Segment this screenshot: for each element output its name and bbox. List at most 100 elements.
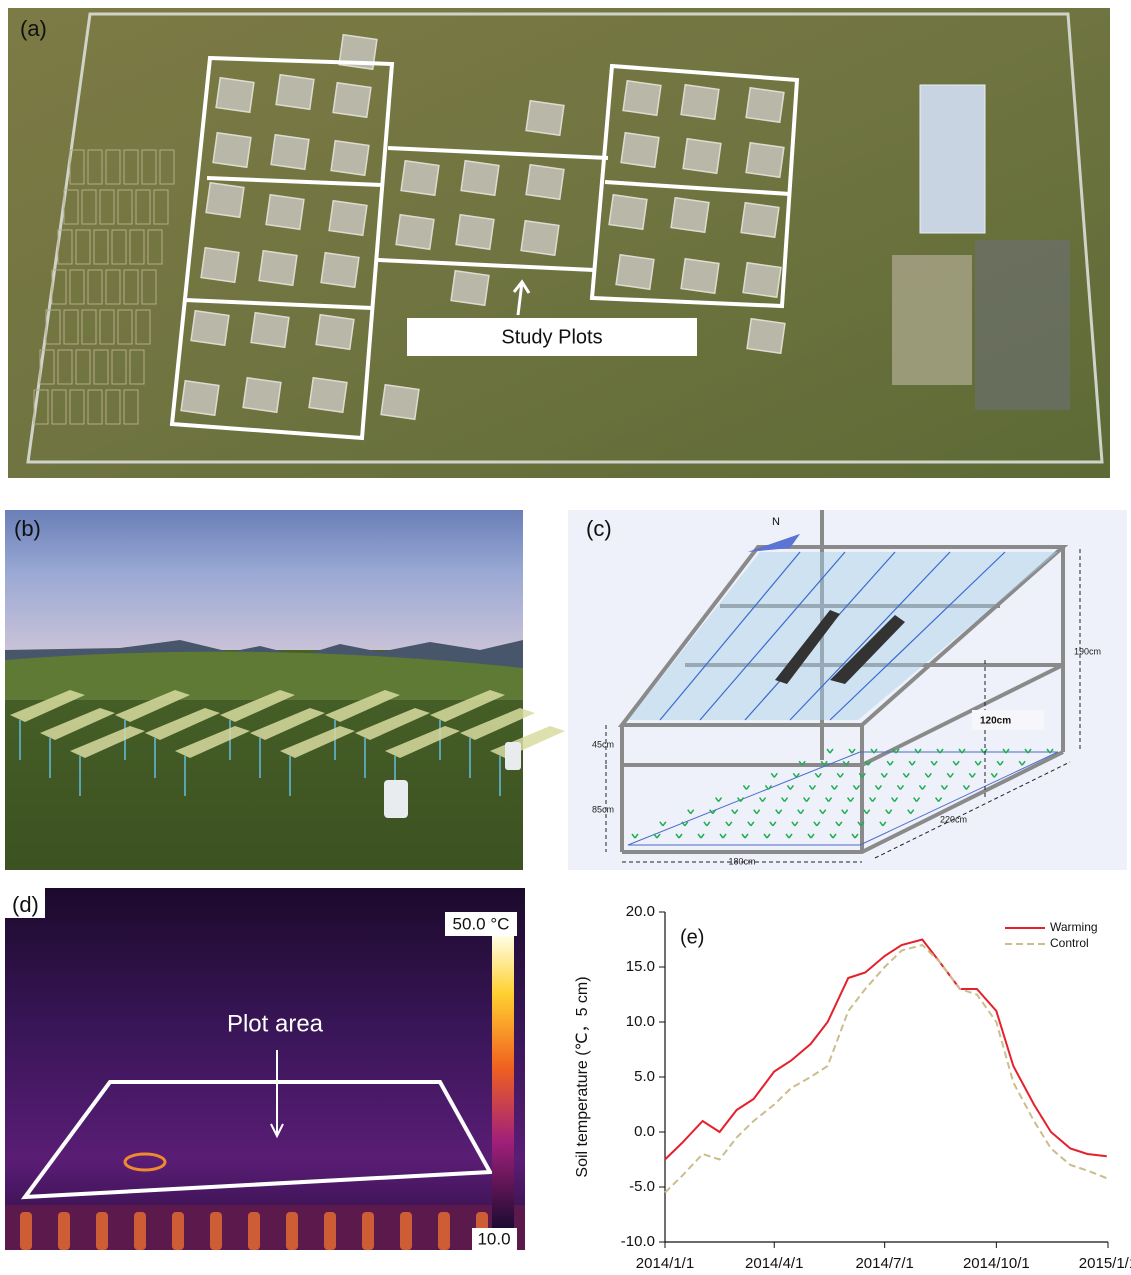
- plot: [621, 133, 659, 167]
- panel-b: (b): [5, 510, 565, 870]
- plot: [683, 139, 721, 173]
- plot: [206, 183, 244, 217]
- dimension: 220cm: [940, 814, 967, 824]
- dimension: 45cm: [592, 739, 614, 749]
- container: [384, 780, 408, 818]
- plot: [526, 101, 564, 135]
- container: [505, 742, 521, 770]
- heater: [210, 1212, 222, 1250]
- scale-max: 50.0 °C: [453, 914, 510, 933]
- plot: [671, 198, 709, 232]
- x-tick-label: 2014/7/1: [855, 1255, 913, 1272]
- heater: [58, 1212, 70, 1250]
- plot: [521, 221, 559, 255]
- plot: [259, 251, 297, 285]
- plot: [251, 313, 289, 347]
- plot: [309, 378, 347, 412]
- panel-c: N 190cm 120cm 45cm 85cm 220cm 180cm (c): [568, 510, 1127, 870]
- plot: [213, 133, 251, 167]
- panel-label: (e): [680, 926, 704, 948]
- plot: [609, 195, 647, 229]
- x-tick-label: 2014/4/1: [745, 1255, 803, 1272]
- plot: [456, 215, 494, 249]
- y-tick-label: 20.0: [626, 903, 655, 920]
- plot: [741, 203, 779, 237]
- panel-label: (b): [14, 516, 41, 541]
- plot: [329, 201, 367, 235]
- panel-label: (d): [12, 892, 39, 917]
- series-line: [665, 945, 1107, 1193]
- heater: [362, 1212, 374, 1250]
- plot: [276, 75, 314, 109]
- annotation: Plot area: [227, 1010, 324, 1037]
- series-line: [665, 940, 1107, 1160]
- heater: [400, 1212, 412, 1250]
- plot: [746, 143, 784, 177]
- plot: [216, 78, 254, 112]
- plot: [681, 85, 719, 119]
- colorbar: [492, 935, 514, 1230]
- heater: [20, 1212, 32, 1250]
- heater: [324, 1212, 336, 1250]
- plot: [451, 271, 489, 305]
- figure: Study Plots (a) (b) N 190cm 120cm 45cm 8…: [0, 0, 1131, 1275]
- plot: [526, 165, 564, 199]
- scale-min: 10.0: [477, 1229, 510, 1248]
- side-plots: [892, 255, 972, 385]
- plot: [747, 319, 785, 353]
- north-label: N: [772, 516, 780, 528]
- plot: [333, 83, 371, 117]
- plot: [743, 263, 781, 297]
- panel-e: (e) Soil temperature (℃，5 cm) -10.0 -5.0 0…: [574, 903, 1131, 1272]
- heater: [438, 1212, 450, 1250]
- plot: [266, 195, 304, 229]
- greenhouse: [920, 85, 985, 233]
- plot: [461, 161, 499, 195]
- panel-label: (a): [20, 16, 47, 41]
- axis: [665, 912, 1108, 1242]
- x-tick-label: 2014/1/1: [636, 1255, 694, 1272]
- dimension: 180cm: [728, 856, 755, 866]
- y-tick-label: 15.0: [626, 958, 655, 975]
- dimension: 120cm: [980, 716, 1011, 727]
- x-tick-label: 2015/1/1: [1079, 1255, 1131, 1272]
- x-tick-label: 2014/10/1: [963, 1255, 1030, 1272]
- annotation: Study Plots: [501, 326, 602, 348]
- side-plots: [975, 240, 1070, 410]
- y-tick-label: 0.0: [634, 1123, 655, 1140]
- dimension: 190cm: [1074, 646, 1101, 656]
- y-axis-title: Soil temperature (℃，5 cm): [574, 976, 591, 1177]
- plot: [616, 255, 654, 289]
- plot: [243, 378, 281, 412]
- page: Study Plots (a) (b) N 190cm 120cm 45cm 8…: [0, 0, 1131, 1275]
- plot: [271, 135, 309, 169]
- plot: [331, 141, 369, 175]
- heater: [134, 1212, 146, 1250]
- y-tick-label: -5.0: [629, 1178, 655, 1195]
- heater: [172, 1212, 184, 1250]
- plot: [316, 315, 354, 349]
- heater: [96, 1212, 108, 1250]
- y-tick-label: 10.0: [626, 1013, 655, 1030]
- plot: [381, 385, 419, 419]
- plot: [746, 88, 784, 122]
- plot: [321, 253, 359, 287]
- legend-label: Control: [1050, 936, 1089, 950]
- plot: [401, 161, 439, 195]
- sky: [5, 510, 523, 650]
- dimension: 85cm: [592, 804, 614, 814]
- plot: [681, 259, 719, 293]
- heater: [248, 1212, 260, 1250]
- plot: [396, 215, 434, 249]
- plot: [181, 381, 219, 415]
- plot: [191, 311, 229, 345]
- legend-label: Warming: [1050, 920, 1098, 934]
- y-tick-label: -10.0: [621, 1233, 655, 1250]
- plot: [623, 81, 661, 115]
- panel-a: Study Plots (a): [8, 8, 1110, 478]
- heater: [286, 1212, 298, 1250]
- plot: [201, 248, 239, 282]
- panel-d: Plot area 50.0 °C 10.0 (d): [5, 888, 525, 1250]
- panel-label: (c): [586, 516, 612, 541]
- y-tick-label: 5.0: [634, 1068, 655, 1085]
